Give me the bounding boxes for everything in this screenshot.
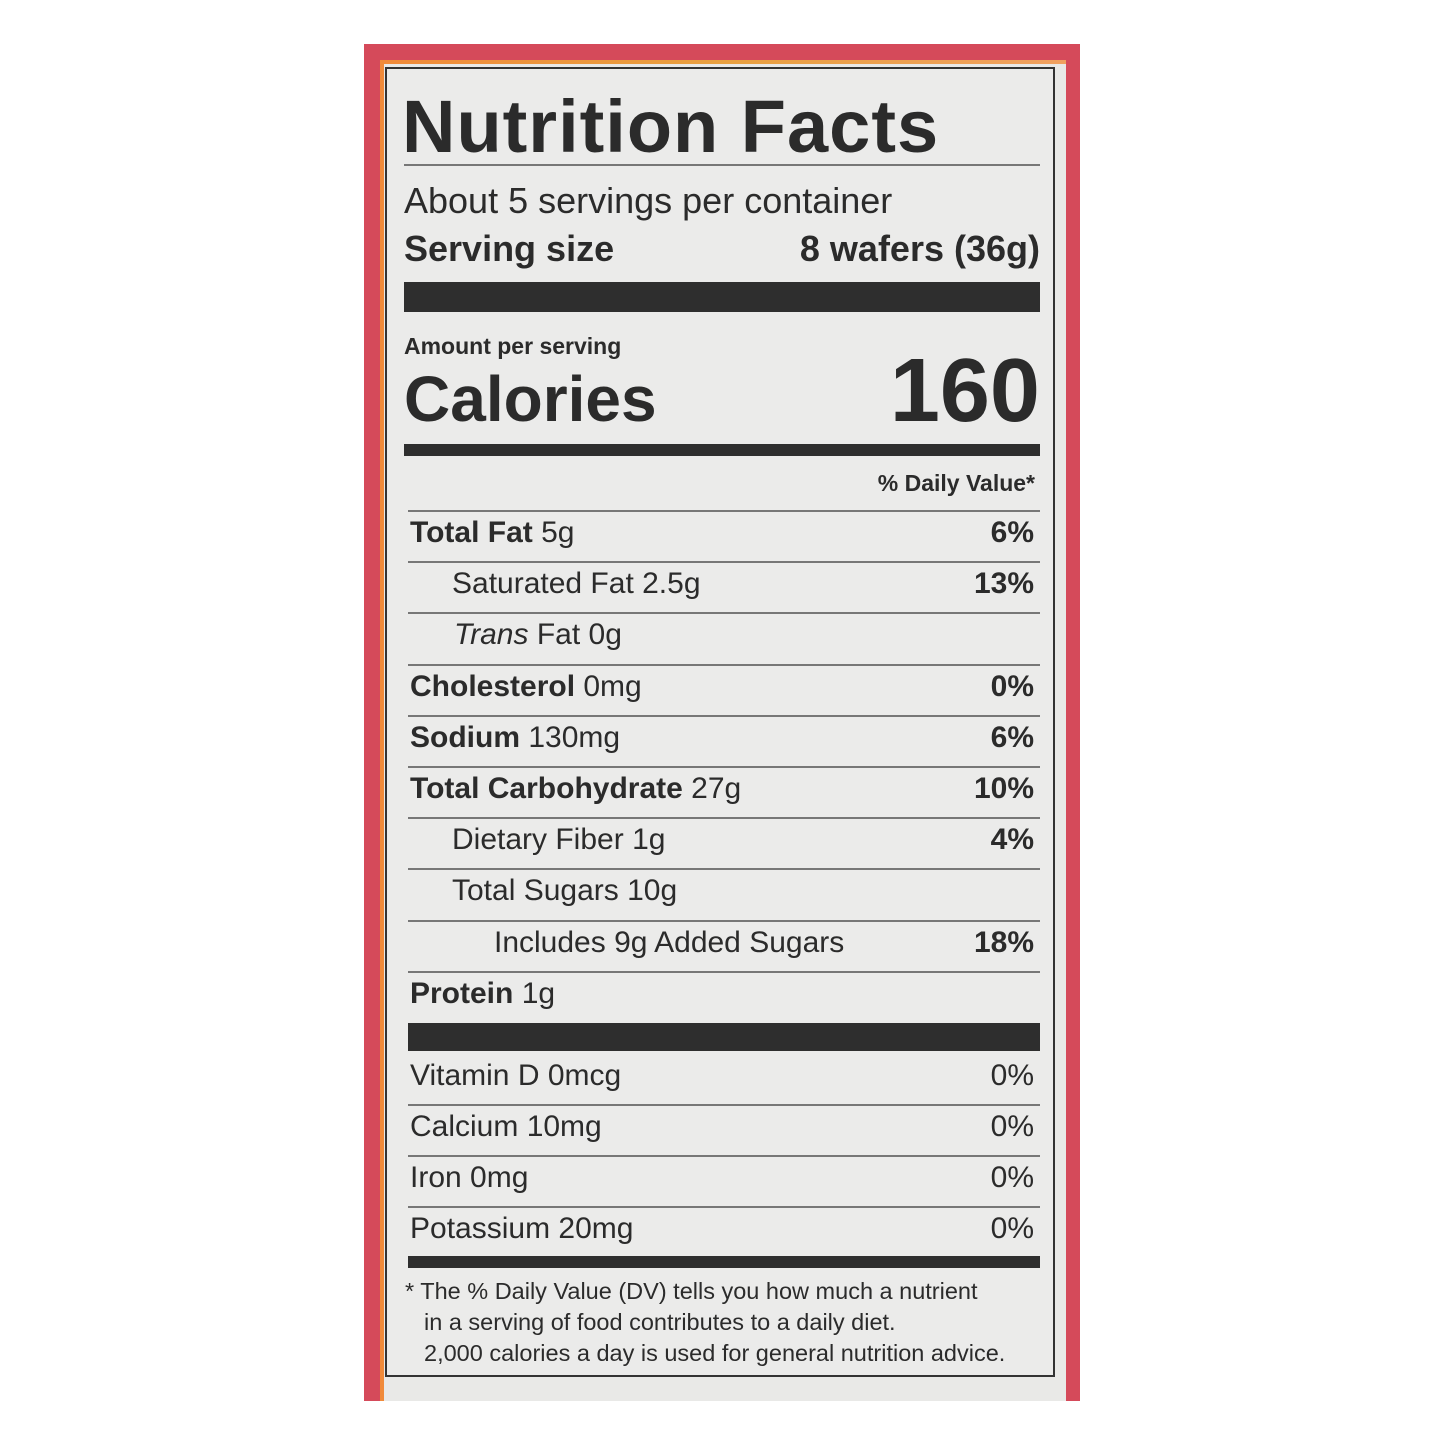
- nutrient-name-group: Total Carbohydrate 27g: [410, 772, 741, 806]
- nutrient-name-group: Includes 9g Added Sugars: [494, 926, 844, 960]
- nutrient-name: Fat: [536, 618, 581, 652]
- nutrient-name-group: Total Fat 5g: [410, 516, 575, 550]
- row-divider: [408, 714, 1040, 717]
- nutrient-name: Sodium: [410, 720, 520, 754]
- nutrient-name: Total Sugars: [452, 874, 619, 908]
- row-divider: [408, 510, 1040, 512]
- nutrient-row: Includes 9g Added Sugars 18%: [408, 919, 1040, 970]
- nutrient-name-group: Sodium 130mg: [410, 721, 620, 755]
- nutrient-name: Protein: [410, 976, 514, 1010]
- footnote-line: in a serving of food contributes to a da…: [424, 1309, 896, 1335]
- calories-value: 160: [889, 341, 1040, 441]
- label-title: Nutrition Facts: [402, 85, 940, 168]
- vitamin-row: Potassium 20mg 0%: [408, 1206, 1040, 1256]
- vitamin-name: Potassium 20mg: [410, 1212, 634, 1245]
- nutrient-amount: 2.5g: [642, 567, 701, 601]
- nutrient-row: Trans Fat 0g: [408, 612, 1040, 662]
- nutrient-name: Total Fat: [410, 516, 533, 549]
- nutrient-amount: 130mg: [528, 720, 621, 754]
- row-divider: [408, 970, 1040, 973]
- servings-per-container: About 5 servings per container: [404, 180, 893, 221]
- nutrient-name-group: Cholesterol 0mg: [410, 670, 642, 704]
- row-divider: [408, 868, 1040, 871]
- nutrient-daily-value: 18%: [973, 925, 1034, 959]
- nutrient-amount: 1g: [632, 823, 666, 857]
- row-divider: [408, 766, 1040, 768]
- nutrient-amount: 0g: [588, 618, 622, 652]
- nutrient-daily-value: 6%: [990, 516, 1034, 549]
- nutrient-name: Total Carbohydrate: [410, 772, 683, 805]
- nutrient-row: Cholesterol 0mg 0%: [408, 663, 1040, 714]
- nutrient-name: Trans: [454, 618, 529, 652]
- medium-divider: [404, 444, 1040, 456]
- vitamin-daily-value: 0%: [990, 1161, 1034, 1194]
- nutrient-name: Cholesterol: [410, 669, 576, 703]
- nutrient-name-group: Dietary Fiber 1g: [452, 823, 665, 857]
- nutrient-name: Saturated Fat: [452, 567, 634, 601]
- row-divider: [408, 663, 1040, 666]
- thick-divider: [404, 282, 1040, 312]
- nutrient-daily-value: 4%: [990, 823, 1034, 857]
- nutrient-row: Saturated Fat 2.5g 13%: [408, 561, 1040, 611]
- medium-divider: [408, 1256, 1040, 1268]
- nutrient-daily-value: 13%: [973, 567, 1034, 601]
- vitamin-daily-value: 0%: [990, 1212, 1034, 1245]
- serving-size-label: Serving size: [404, 228, 615, 269]
- vitamin-daily-value: 0%: [990, 1059, 1034, 1092]
- nutrient-row: Protein 1g: [408, 970, 1040, 1021]
- nutrient-name-group: Trans Fat 0g: [454, 618, 622, 652]
- nutrient-row: Dietary Fiber 1g 4%: [408, 817, 1040, 867]
- vitamin-row: Vitamin D 0mcg 0%: [408, 1053, 1038, 1103]
- row-divider: [408, 1206, 1040, 1208]
- nutrient-row: Total Fat 5g 6%: [408, 510, 1040, 560]
- nutrient-amount: 5g: [541, 516, 575, 549]
- calories-label: Calories: [404, 363, 657, 435]
- vitamin-row: Iron 0mg 0%: [408, 1155, 1040, 1205]
- nutrient-daily-value: 6%: [990, 720, 1034, 754]
- nutrient-name-group: Saturated Fat 2.5g: [452, 567, 701, 601]
- nutrient-amount: 10g: [627, 874, 678, 908]
- nutrient-amount: 27g: [691, 772, 742, 805]
- divider: [404, 164, 1040, 166]
- serving-size-value: 8 wafers (36g): [799, 228, 1040, 269]
- nutrient-row: Sodium 130mg 6%: [408, 714, 1040, 765]
- footnote-line: * The % Daily Value (DV) tells you how m…: [405, 1278, 978, 1304]
- footnote: * The % Daily Value (DV) tells you how m…: [405, 1276, 1005, 1369]
- nutrient-name: Includes 9g Added Sugars: [494, 925, 845, 959]
- footnote-line: 2,000 calories a day is used for general…: [424, 1340, 1006, 1366]
- row-divider: [408, 561, 1040, 564]
- nutrient-name-group: Protein 1g: [410, 977, 555, 1011]
- nutrient-row: Total Sugars 10g: [408, 868, 1040, 918]
- vitamin-name: Iron 0mg: [410, 1161, 529, 1194]
- vitamin-name: Calcium 10mg: [410, 1110, 602, 1143]
- nutrient-daily-value: 0%: [990, 669, 1034, 703]
- row-divider: [408, 1155, 1040, 1157]
- nutrient-amount: 0mg: [583, 669, 642, 703]
- nutrient-name-group: Total Sugars 10g: [452, 874, 677, 908]
- nutrient-amount: 1g: [521, 976, 556, 1010]
- vitamin-name: Vitamin D 0mcg: [410, 1059, 622, 1092]
- row-divider: [408, 612, 1040, 615]
- thick-divider: [408, 1023, 1040, 1051]
- vitamin-daily-value: 0%: [990, 1110, 1034, 1143]
- row-divider: [408, 919, 1040, 922]
- nutrient-row: Total Carbohydrate 27g 10%: [408, 766, 1040, 816]
- daily-value-header: % Daily Value*: [877, 470, 1035, 496]
- row-divider: [408, 1104, 1040, 1106]
- nutrient-name: Dietary Fiber: [452, 823, 624, 857]
- amount-per-serving: Amount per serving: [404, 333, 622, 359]
- vitamin-row: Calcium 10mg 0%: [408, 1104, 1040, 1154]
- nutrient-daily-value: 10%: [973, 772, 1034, 805]
- row-divider: [408, 817, 1040, 820]
